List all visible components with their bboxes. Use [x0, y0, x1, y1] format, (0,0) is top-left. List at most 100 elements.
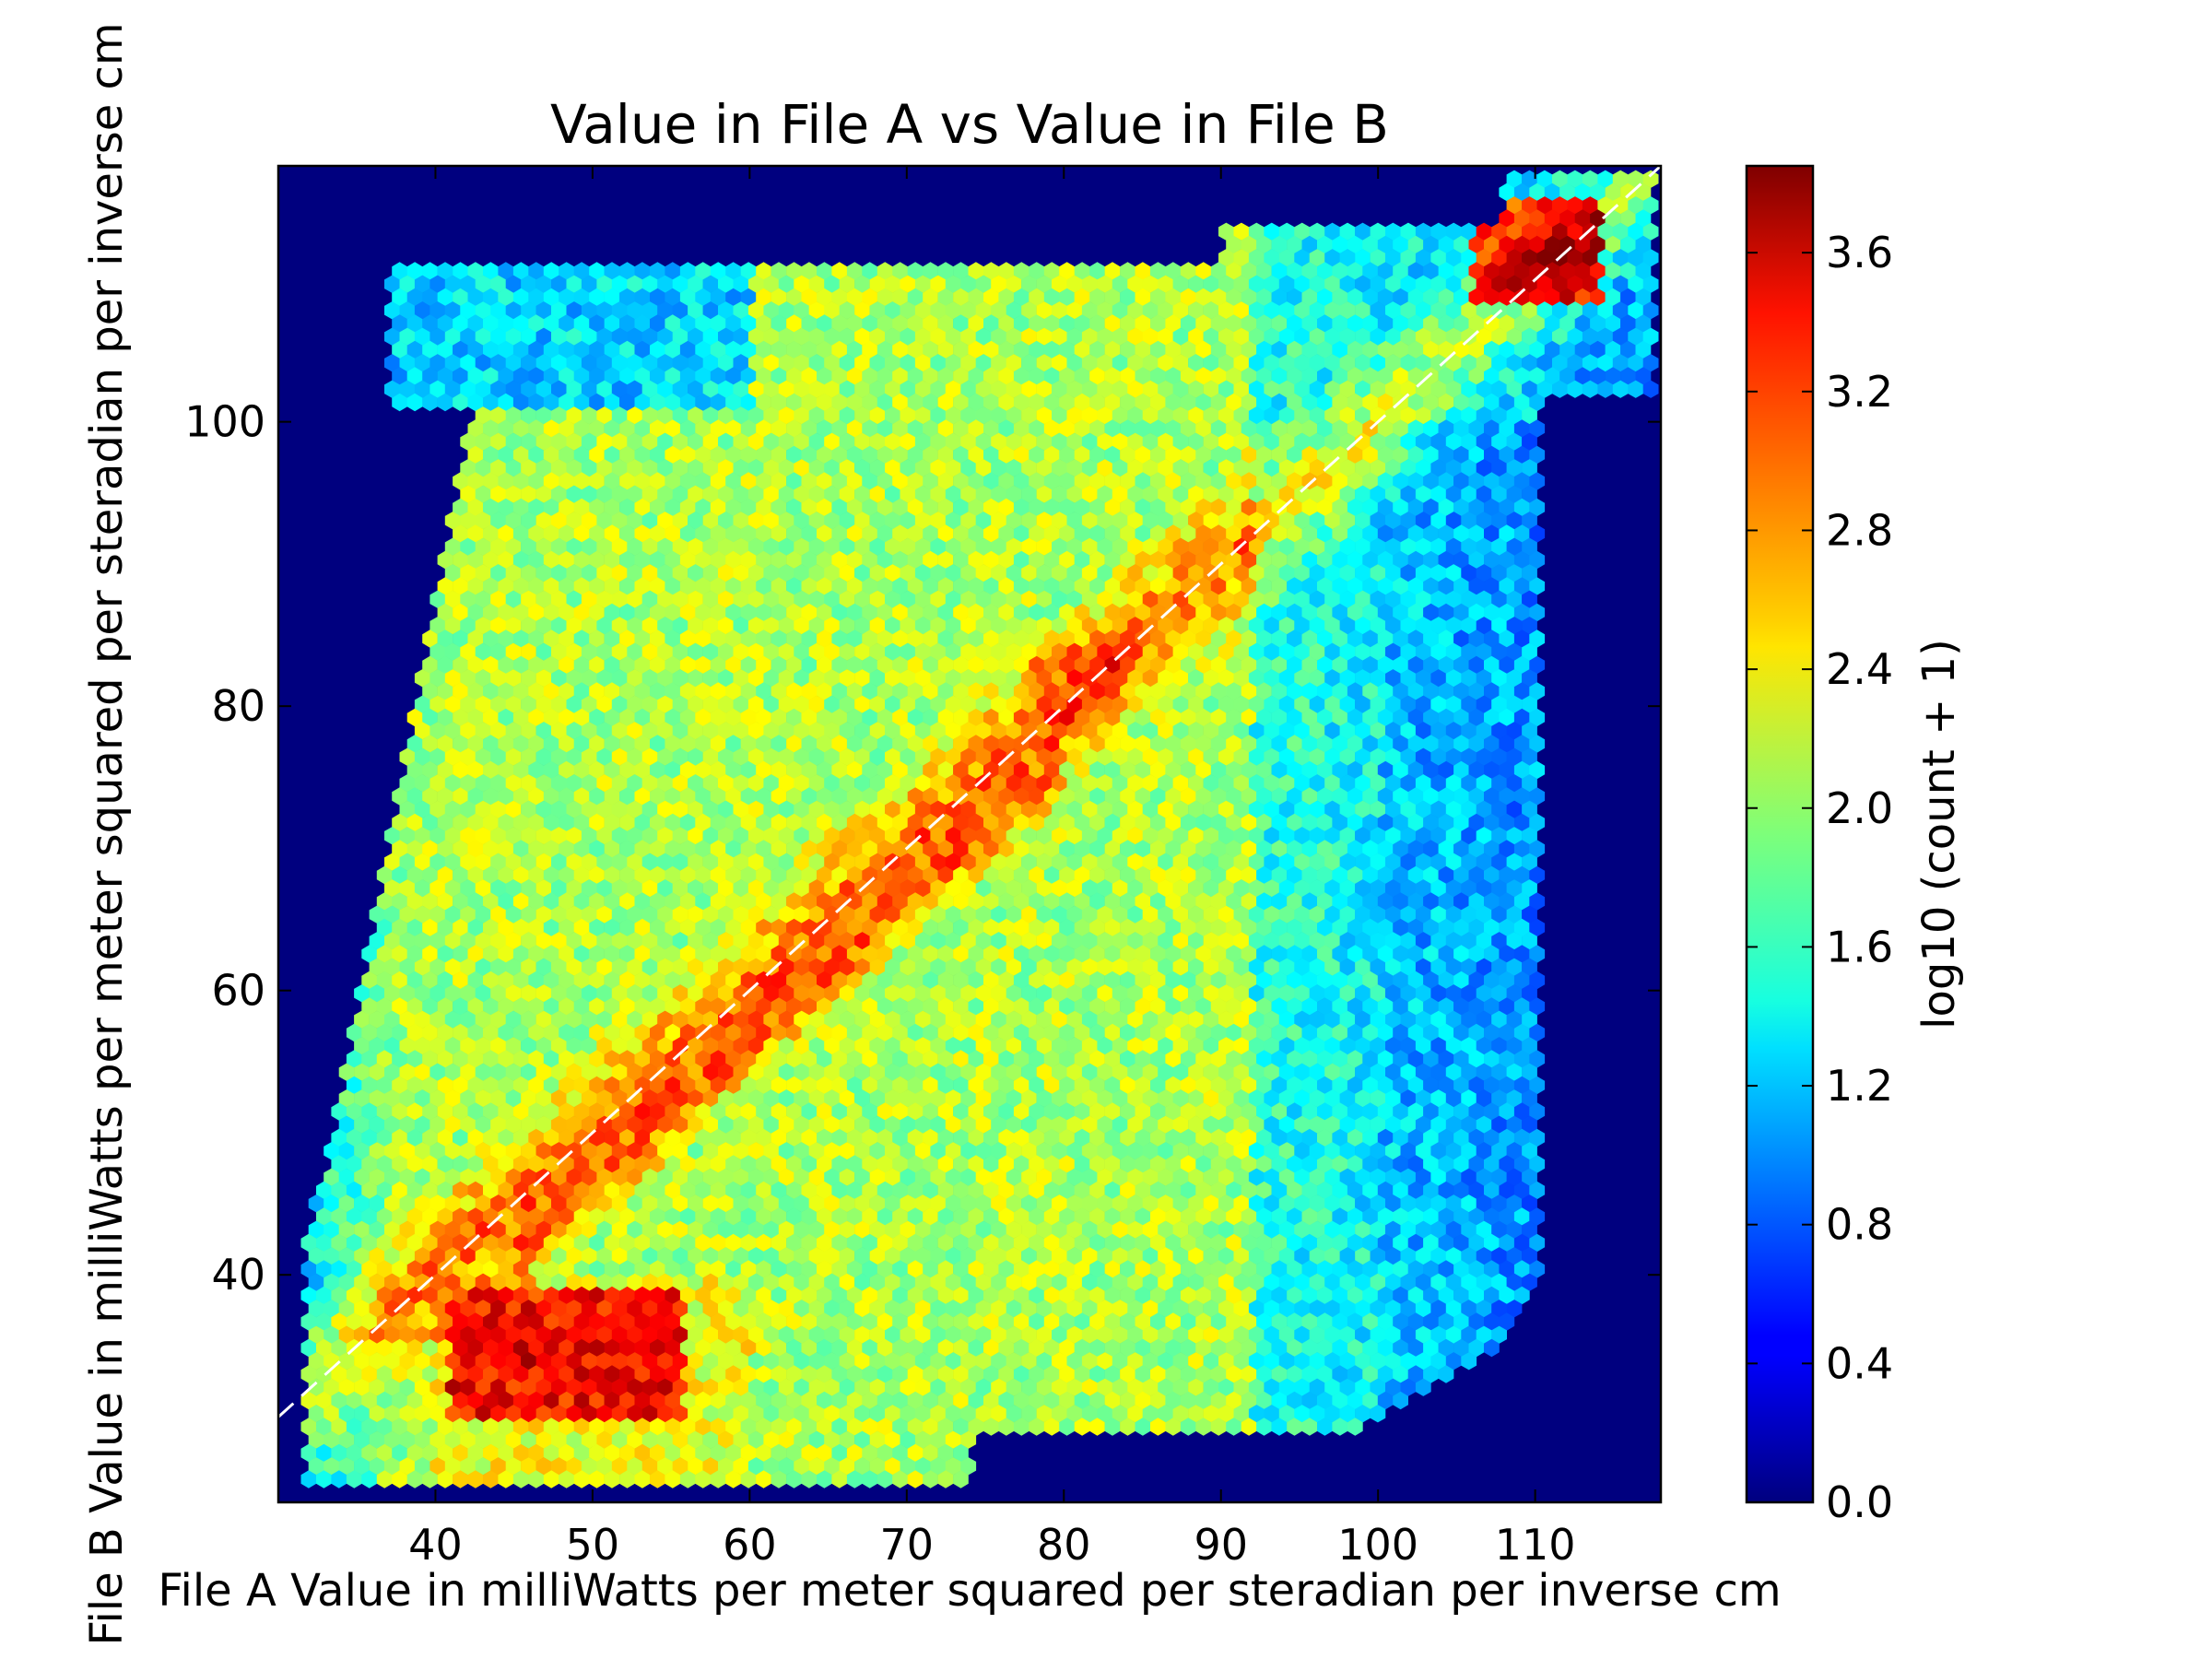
hexbin-cell — [1142, 327, 1159, 346]
hexbin-cell — [573, 393, 590, 412]
hexbin-cell — [657, 512, 673, 530]
hexbin-cell — [1522, 196, 1537, 215]
hexbin-cell — [1021, 327, 1037, 346]
hexbin-cell — [429, 354, 446, 372]
hexbin-cell — [650, 419, 665, 438]
hexbin-cell — [1393, 445, 1408, 465]
hexbin-cell — [1385, 459, 1401, 477]
hexbin-cell — [1226, 235, 1241, 254]
hexbin-cell — [475, 537, 491, 556]
hexbin-cell — [551, 485, 567, 503]
hexbin-cell — [801, 367, 818, 385]
hexbin-cell — [1074, 393, 1090, 412]
hexbin-cell — [1513, 262, 1530, 280]
hexbin-cell — [1248, 249, 1265, 267]
hexbin-cell — [846, 314, 863, 333]
hexbin-cell — [573, 419, 590, 438]
hexbin-cell — [1210, 367, 1227, 385]
hexbin-cell — [1484, 524, 1500, 543]
hexbin-cell — [641, 301, 658, 320]
hexbin-cell — [914, 485, 931, 503]
hexbin-cell — [543, 498, 559, 517]
hexbin-cell — [1104, 550, 1121, 570]
hexbin-cell — [756, 472, 771, 490]
hexbin-cell — [467, 550, 484, 570]
hexbin-cell — [1582, 327, 1598, 346]
hexbin-cell — [1506, 275, 1523, 293]
hexbin-cell — [763, 301, 780, 320]
hexbin-cell — [566, 432, 582, 451]
hexbin-cell — [817, 445, 832, 465]
hexbin-cell — [1218, 222, 1234, 241]
hexbin-cell — [1241, 498, 1257, 517]
hexbin-cell — [1506, 485, 1523, 503]
hexbin-cell — [672, 485, 688, 503]
hexbin-cell — [1074, 445, 1090, 465]
hexbin-cell — [1104, 288, 1121, 307]
hexbin-cell — [1476, 459, 1492, 477]
hexbin-cell — [1513, 524, 1530, 543]
hexbin-cell — [665, 472, 681, 490]
hexbin-cell — [1043, 419, 1060, 438]
hexbin-cell — [747, 485, 764, 503]
hexbin-cell — [808, 432, 825, 451]
hexbin-cell — [1461, 249, 1477, 267]
hexbin-cell — [817, 419, 832, 438]
hexbin-cell — [444, 327, 461, 346]
hexbin-cell — [1544, 262, 1560, 280]
hexbin-cell — [725, 288, 741, 307]
hexbin-cell — [695, 445, 712, 465]
hexbin-cell — [740, 524, 757, 543]
hexbin-cell — [756, 550, 771, 570]
hexbin-cell — [998, 393, 1015, 412]
hexbin-cell — [1574, 340, 1591, 359]
hexbin-cell — [573, 550, 590, 570]
hexbin-cell — [1355, 485, 1371, 503]
hexbin-cell — [1043, 262, 1060, 280]
hexbin-cell — [763, 432, 780, 451]
hexbin-cell — [528, 262, 545, 280]
hexbin-cell — [778, 485, 794, 503]
hexbin-cell — [1468, 524, 1485, 543]
hexbin-cell — [650, 498, 665, 517]
hexbin-cell — [740, 262, 757, 280]
hexbin-cell — [1423, 524, 1439, 543]
hexbin-cell — [1513, 393, 1530, 412]
hexbin-cell — [627, 432, 643, 451]
hexbin-cell — [1006, 354, 1022, 372]
hexbin-cell — [505, 327, 522, 346]
hexbin-cell — [535, 512, 552, 530]
hexbin-cell — [1590, 209, 1606, 228]
hexbin-cell — [1430, 275, 1447, 293]
hexbin-cell — [1339, 459, 1356, 477]
hexbin-cell — [1309, 249, 1325, 267]
hexbin-cell — [1339, 354, 1356, 372]
hexbin-cell — [589, 314, 605, 333]
hexbin-cell — [930, 327, 947, 346]
hexbin-cell — [1552, 222, 1568, 241]
hexbin-cell — [778, 537, 794, 556]
hexbin-cell — [1377, 235, 1394, 254]
hexbin-cell — [801, 288, 818, 307]
hexbin-cell — [414, 354, 430, 372]
hexbin-cell — [771, 419, 787, 438]
hexbin-cell — [975, 406, 992, 425]
hexbin-cell — [1522, 354, 1537, 372]
hexbin-cell — [1642, 222, 1659, 241]
hexbin-cell — [1150, 472, 1166, 490]
hexbin-cell — [490, 512, 506, 530]
hexbin-cell — [1052, 512, 1067, 530]
hexbin-cell — [1301, 524, 1318, 543]
hexbin-cell — [1218, 301, 1234, 320]
hexbin-cell — [498, 498, 514, 517]
hexbin-cell — [914, 380, 931, 398]
hexbin-cell — [923, 340, 938, 359]
hexbin-cell — [1165, 445, 1182, 465]
hexbin-cell — [1635, 182, 1652, 202]
hexbin-cell — [604, 262, 620, 280]
hexbin-cell — [1529, 340, 1546, 359]
hexbin-cell — [573, 524, 590, 543]
hexbin-cell — [611, 275, 628, 293]
hexbin-cell — [1081, 354, 1098, 372]
hexbin-cell — [1226, 262, 1241, 280]
